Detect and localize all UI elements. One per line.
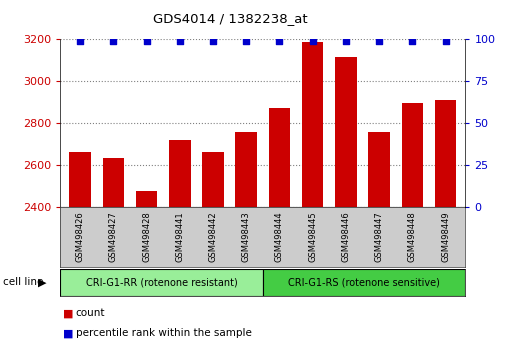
Point	[142, 38, 151, 44]
Bar	[368, 132, 390, 354]
Text: GSM498426: GSM498426	[76, 211, 85, 262]
Text: ■: ■	[63, 308, 73, 318]
Point	[242, 38, 251, 44]
Bar	[402, 103, 423, 354]
Point	[176, 38, 184, 44]
Text: GSM498447: GSM498447	[374, 211, 383, 262]
Text: GSM498442: GSM498442	[209, 211, 218, 262]
Point	[342, 38, 350, 44]
Bar	[69, 153, 91, 354]
Bar	[302, 42, 323, 354]
Text: GSM498448: GSM498448	[408, 211, 417, 262]
Bar	[435, 100, 457, 354]
Text: GSM498428: GSM498428	[142, 211, 151, 262]
Text: GSM498445: GSM498445	[308, 211, 317, 262]
Point	[275, 38, 283, 44]
Text: GSM498444: GSM498444	[275, 211, 284, 262]
Text: GDS4014 / 1382238_at: GDS4014 / 1382238_at	[153, 12, 308, 25]
Text: CRI-G1-RS (rotenone sensitive): CRI-G1-RS (rotenone sensitive)	[288, 277, 440, 287]
Point	[209, 38, 217, 44]
Bar	[235, 132, 257, 354]
Point	[76, 38, 84, 44]
Bar	[269, 108, 290, 354]
Text: GSM498443: GSM498443	[242, 211, 251, 262]
Point	[375, 38, 383, 44]
Bar	[169, 140, 190, 354]
Text: percentile rank within the sample: percentile rank within the sample	[76, 329, 252, 338]
Bar	[103, 158, 124, 354]
Text: GSM498446: GSM498446	[342, 211, 350, 262]
Text: CRI-G1-RR (rotenone resistant): CRI-G1-RR (rotenone resistant)	[86, 277, 237, 287]
Bar	[60, 269, 263, 296]
Text: GSM498449: GSM498449	[441, 211, 450, 262]
Point	[441, 38, 450, 44]
Point	[309, 38, 317, 44]
Bar	[335, 57, 357, 354]
Text: count: count	[76, 308, 105, 318]
Text: GSM498441: GSM498441	[175, 211, 184, 262]
Bar	[202, 153, 224, 354]
Text: cell line: cell line	[3, 277, 43, 287]
Point	[109, 38, 118, 44]
Bar	[263, 269, 465, 296]
Text: ▶: ▶	[38, 277, 47, 287]
Bar	[136, 191, 157, 354]
Point	[408, 38, 416, 44]
Text: ■: ■	[63, 329, 73, 338]
Text: GSM498427: GSM498427	[109, 211, 118, 262]
